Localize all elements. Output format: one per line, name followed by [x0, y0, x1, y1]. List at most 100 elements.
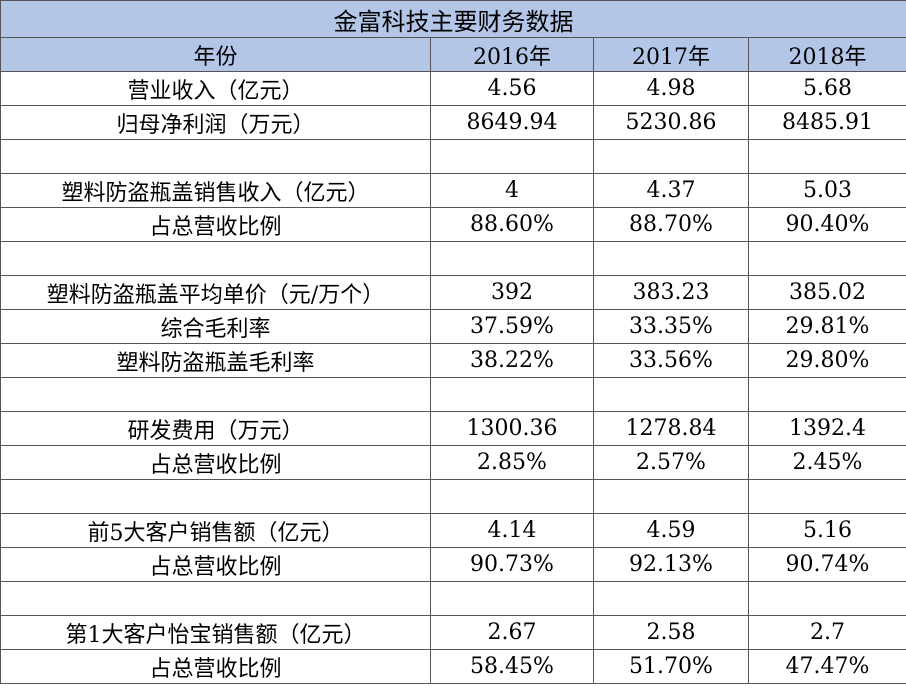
- cell: 33.35%: [593, 309, 749, 344]
- empty-cell: [593, 581, 749, 616]
- empty-cell: [748, 241, 906, 276]
- table-title: 金富科技主要财务数据: [0, 0, 906, 38]
- data-row: 占总营收比例 2.85% 2.57% 2.45%: [0, 445, 906, 480]
- cell: 92.13%: [593, 547, 749, 582]
- header-cell: 2017年: [593, 37, 749, 72]
- empty-cell: [748, 139, 906, 174]
- cell: 90.40%: [748, 207, 906, 242]
- cell: 88.60%: [430, 207, 594, 242]
- row-label: 占总营收比例: [0, 649, 431, 684]
- empty-cell: [0, 377, 431, 412]
- empty-cell: [748, 377, 906, 412]
- cell: 90.74%: [748, 547, 906, 582]
- cell: 51.70%: [593, 649, 749, 684]
- empty-cell: [430, 139, 594, 174]
- row-label: 占总营收比例: [0, 207, 431, 242]
- cell: 5.16: [748, 513, 906, 548]
- empty-cell: [593, 479, 749, 514]
- cell: 8649.94: [430, 105, 594, 140]
- row-label: 前5大客户销售额（亿元）: [0, 513, 431, 548]
- empty-cell: [748, 581, 906, 616]
- row-label: 塑料防盗瓶盖毛利率: [0, 343, 431, 378]
- spacer-row: [0, 139, 906, 174]
- cell: 38.22%: [430, 343, 594, 378]
- spacer-row: [0, 241, 906, 276]
- cell: 4.37: [593, 173, 749, 208]
- cell: 33.56%: [593, 343, 749, 378]
- data-row: 前5大客户销售额（亿元） 4.14 4.59 5.16: [0, 513, 906, 548]
- data-row: 占总营收比例 90.73% 92.13% 90.74%: [0, 547, 906, 582]
- data-row: 营业收入（亿元） 4.56 4.98 5.68: [0, 71, 906, 106]
- row-label: 占总营收比例: [0, 547, 431, 582]
- row-label: 占总营收比例: [0, 445, 431, 480]
- cell: 383.23: [593, 275, 749, 310]
- cell: 2.85%: [430, 445, 594, 480]
- cell: 392: [430, 275, 594, 310]
- cell: 2.45%: [748, 445, 906, 480]
- cell: 5.03: [748, 173, 906, 208]
- cell: 29.80%: [748, 343, 906, 378]
- cell: 2.67: [430, 615, 594, 650]
- cell: 2.7: [748, 615, 906, 650]
- cell: 2.58: [593, 615, 749, 650]
- data-row: 占总营收比例 58.45% 51.70% 47.47%: [0, 649, 906, 684]
- data-row: 第1大客户怡宝销售额（亿元） 2.67 2.58 2.7: [0, 615, 906, 650]
- row-label: 归母净利润（万元）: [0, 105, 431, 140]
- cell: 5230.86: [593, 105, 749, 140]
- cell: 4.98: [593, 71, 749, 106]
- data-row: 塑料防盗瓶盖平均单价（元/万个） 392 383.23 385.02: [0, 275, 906, 310]
- cell: 37.59%: [430, 309, 594, 344]
- row-label: 综合毛利率: [0, 309, 431, 344]
- cell: 88.70%: [593, 207, 749, 242]
- empty-cell: [430, 241, 594, 276]
- cell: 4.59: [593, 513, 749, 548]
- empty-cell: [748, 479, 906, 514]
- cell: 47.47%: [748, 649, 906, 684]
- data-row: 综合毛利率 37.59% 33.35% 29.81%: [0, 309, 906, 344]
- empty-cell: [430, 581, 594, 616]
- cell: 4: [430, 173, 594, 208]
- cell: 4.14: [430, 513, 594, 548]
- cell: 8485.91: [748, 105, 906, 140]
- data-row: 塑料防盗瓶盖销售收入（亿元） 4 4.37 5.03: [0, 173, 906, 208]
- title-row: 金富科技主要财务数据: [0, 0, 906, 38]
- header-cell: 年份: [0, 37, 431, 72]
- cell: 385.02: [748, 275, 906, 310]
- row-label: 塑料防盗瓶盖销售收入（亿元）: [0, 173, 431, 208]
- data-row: 占总营收比例 88.60% 88.70% 90.40%: [0, 207, 906, 242]
- empty-cell: [0, 581, 431, 616]
- empty-cell: [593, 139, 749, 174]
- spacer-row: [0, 581, 906, 616]
- row-label: 营业收入（亿元）: [0, 71, 431, 106]
- data-row: 研发费用（万元） 1300.36 1278.84 1392.4: [0, 411, 906, 446]
- empty-cell: [0, 139, 431, 174]
- row-label: 第1大客户怡宝销售额（亿元）: [0, 615, 431, 650]
- cell: 2.57%: [593, 445, 749, 480]
- empty-cell: [0, 479, 431, 514]
- cell: 1392.4: [748, 411, 906, 446]
- header-cell: 2018年: [748, 37, 906, 72]
- empty-cell: [430, 377, 594, 412]
- spacer-row: [0, 377, 906, 412]
- spacer-row: [0, 479, 906, 514]
- cell: 29.81%: [748, 309, 906, 344]
- row-label: 研发费用（万元）: [0, 411, 431, 446]
- cell: 58.45%: [430, 649, 594, 684]
- data-row: 塑料防盗瓶盖毛利率 38.22% 33.56% 29.80%: [0, 343, 906, 378]
- cell: 4.56: [430, 71, 594, 106]
- cell: 1278.84: [593, 411, 749, 446]
- data-row: 归母净利润（万元） 8649.94 5230.86 8485.91: [0, 105, 906, 140]
- empty-cell: [593, 377, 749, 412]
- empty-cell: [430, 479, 594, 514]
- empty-cell: [0, 241, 431, 276]
- cell: 90.73%: [430, 547, 594, 582]
- row-label: 塑料防盗瓶盖平均单价（元/万个）: [0, 275, 431, 310]
- header-row: 年份 2016年 2017年 2018年: [0, 37, 906, 72]
- empty-cell: [593, 241, 749, 276]
- cell: 5.68: [748, 71, 906, 106]
- cell: 1300.36: [430, 411, 594, 446]
- header-cell: 2016年: [430, 37, 594, 72]
